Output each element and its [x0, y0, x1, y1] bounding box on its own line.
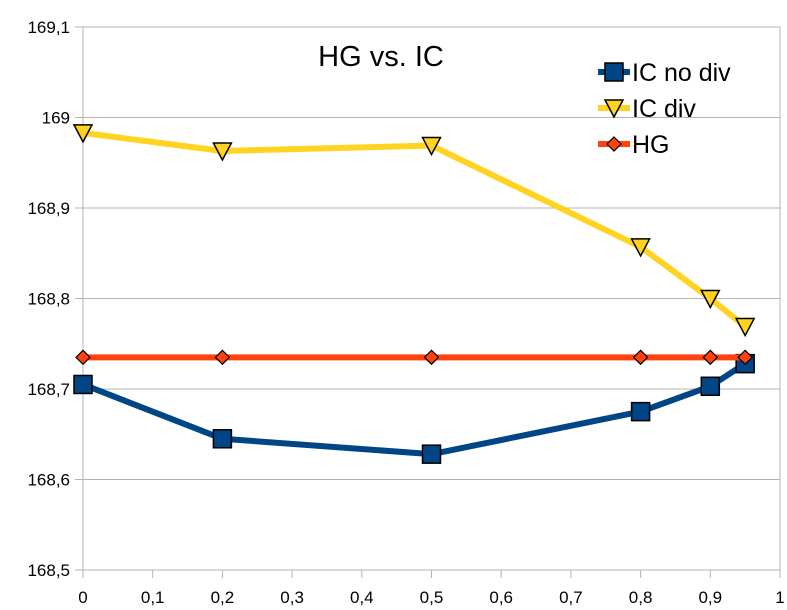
data-point — [421, 136, 442, 157]
legend-item: IC no div — [598, 59, 731, 87]
series-ic-div — [72, 124, 756, 338]
y-tick-label: 168,7 — [27, 380, 70, 399]
data-point — [700, 289, 721, 310]
x-tick-label: 0,6 — [489, 588, 513, 607]
y-tick-label: 169 — [42, 109, 70, 128]
series-ic-no-div — [73, 353, 755, 464]
x-tick-label: 0,5 — [420, 588, 444, 607]
x-tick-label: 0,1 — [141, 588, 165, 607]
x-tick-label: 0,4 — [350, 588, 374, 607]
y-tick-label: 168,5 — [27, 561, 70, 580]
y-tick-label: 168,8 — [27, 290, 70, 309]
y-tick-label: 168,9 — [27, 199, 70, 218]
data-point — [212, 429, 233, 449]
data-point — [212, 142, 233, 162]
y-tick-label: 168,6 — [27, 471, 70, 490]
legend-label: HG — [632, 131, 670, 159]
data-point — [73, 374, 93, 395]
data-point — [72, 124, 94, 144]
data-point — [632, 349, 649, 366]
data-point — [423, 349, 440, 366]
x-tick-label: 0,2 — [211, 588, 235, 607]
data-point — [630, 238, 651, 258]
chart-title: HG vs. IC — [318, 41, 444, 73]
legend-label: IC no div — [632, 59, 731, 87]
data-point — [606, 136, 622, 152]
data-point — [700, 376, 721, 397]
x-tick-label: 0,8 — [629, 588, 653, 607]
data-point — [75, 349, 91, 366]
data-point — [604, 62, 624, 82]
data-point — [421, 444, 442, 464]
legend: IC no div IC div HG — [598, 59, 731, 159]
data-point — [630, 401, 651, 422]
series-line — [82, 129, 748, 329]
legend-item: HG — [598, 131, 670, 159]
data-point — [702, 349, 719, 366]
data-point — [214, 349, 231, 366]
legend-label: IC div — [632, 95, 696, 123]
series-layer — [72, 124, 756, 464]
data-point — [603, 99, 625, 119]
y-tick-label: 169,1 — [27, 18, 70, 37]
data-point — [734, 317, 756, 338]
x-tick-label: 1 — [775, 588, 784, 607]
data-point — [737, 349, 753, 366]
series-hg — [75, 349, 753, 366]
axes: 168,5 168,6 168,7 168,8 168,9 169 169,1 0 0,1 0,2… — [27, 18, 784, 607]
x-tick-label: 0 — [78, 588, 87, 607]
legend-item: IC div — [598, 95, 696, 123]
grid — [83, 26, 780, 571]
x-tick-label: 0,3 — [280, 588, 304, 607]
x-tick-label: 0,7 — [559, 588, 583, 607]
x-tick-label: 0,9 — [698, 588, 722, 607]
